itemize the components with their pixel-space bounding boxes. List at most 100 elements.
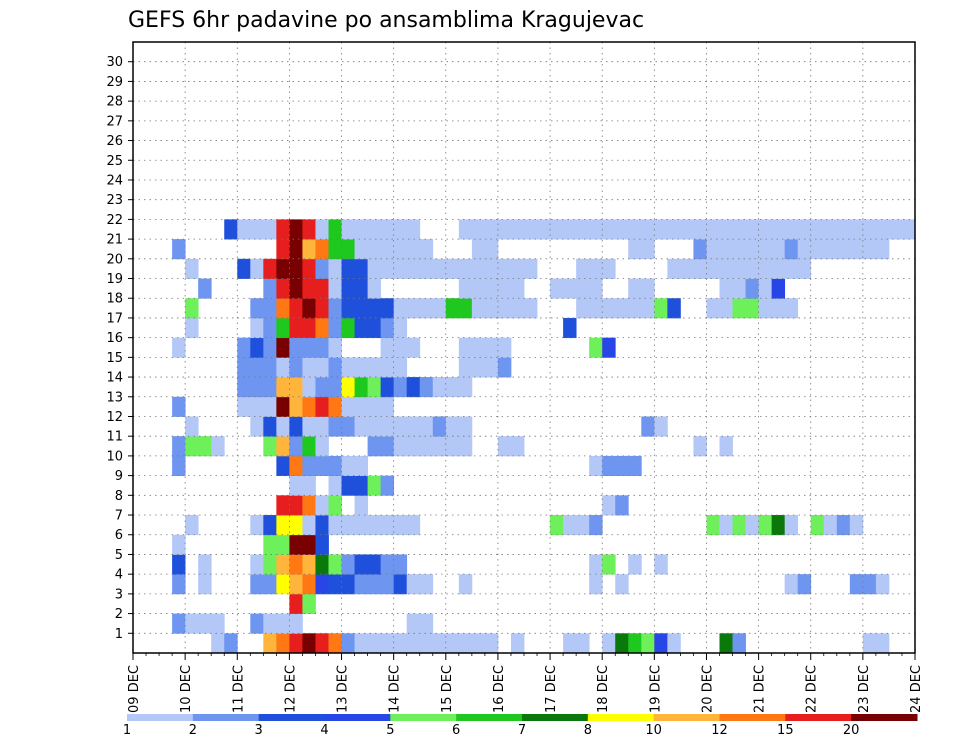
heatmap-cell	[328, 475, 342, 496]
heatmap-cell	[172, 554, 186, 575]
heatmap-cell	[289, 337, 303, 358]
heatmap-cell	[341, 377, 355, 398]
heatmap-cell	[289, 475, 303, 496]
heatmap-cell	[289, 239, 303, 260]
heatmap-cell	[302, 554, 316, 575]
heatmap-cell	[263, 574, 277, 595]
heatmap-cell	[484, 278, 499, 299]
legend-label: 12	[711, 723, 728, 738]
heatmap-cell	[172, 574, 186, 595]
heatmap-cell	[380, 377, 395, 398]
heatmap-cell	[276, 377, 290, 398]
heatmap-cell	[289, 574, 303, 595]
heatmap-cell	[341, 219, 355, 240]
heatmap-cell	[302, 396, 316, 417]
heatmap-cell	[315, 416, 329, 437]
heatmap-cell	[302, 298, 316, 319]
heatmap-cell	[589, 219, 603, 240]
heatmap-cell	[276, 515, 290, 536]
legend: 1 2 3 4 5 6 7 8 10 12 15 20	[123, 714, 918, 738]
heatmap-cell	[250, 377, 264, 398]
heatmap-cell	[732, 633, 746, 654]
heatmap-cell	[224, 633, 238, 654]
heatmap-cell	[771, 515, 786, 536]
heatmap-cell	[315, 574, 329, 595]
heatmap-cell	[276, 574, 290, 595]
heatmap-cell	[198, 574, 212, 595]
heatmap-cell	[302, 239, 316, 260]
heatmap-cell	[432, 377, 447, 398]
heatmap-cell	[537, 219, 551, 240]
heatmap-cell	[328, 357, 342, 378]
heatmap-cell	[354, 278, 368, 299]
y-tick-label: 1	[115, 627, 123, 642]
heatmap-cell	[185, 515, 199, 536]
heatmap-cell	[367, 574, 382, 595]
heatmap-cell	[797, 574, 812, 595]
y-axis: 1234567891011121314151617181920212223242…	[106, 55, 133, 642]
heatmap-cell	[406, 239, 421, 260]
heatmap-cell	[445, 298, 460, 319]
heatmap-cell	[849, 239, 864, 260]
heatmap-cell	[471, 298, 486, 319]
y-tick-label: 23	[106, 193, 123, 208]
heatmap-cell	[510, 298, 525, 319]
heatmap-cell	[458, 337, 473, 358]
heatmap-cell	[471, 219, 486, 240]
heatmap-cell	[328, 396, 342, 417]
heatmap-cell	[380, 357, 395, 378]
heatmap-cell	[263, 633, 277, 654]
y-tick-label: 11	[106, 430, 123, 445]
heatmap-cell	[367, 278, 382, 299]
heatmap-cell	[315, 219, 329, 240]
heatmap-cell	[341, 258, 355, 279]
heatmap-cell	[732, 219, 746, 240]
heatmap-cell	[458, 377, 473, 398]
heatmap-cell	[250, 613, 264, 634]
heatmap-cell	[380, 475, 395, 496]
heatmap-cell	[341, 396, 355, 417]
heatmap-cell	[732, 298, 746, 319]
heatmap-cell	[276, 357, 290, 378]
heatmap-cell	[328, 239, 342, 260]
heatmap-cell	[901, 219, 916, 240]
heatmap-cell	[276, 613, 290, 634]
heatmap-cell	[250, 515, 264, 536]
heatmap-cell	[198, 613, 212, 634]
heatmap-cell	[419, 258, 434, 279]
heatmap-cell	[328, 317, 342, 339]
heatmap-cell	[615, 633, 629, 654]
heatmap-cell	[380, 554, 395, 575]
heatmap-cell	[445, 258, 460, 279]
heatmap-cell	[693, 239, 707, 260]
heatmap-cell	[497, 278, 512, 299]
heatmap-cell	[263, 534, 277, 555]
heatmap-cell	[432, 298, 447, 319]
heatmap-cell	[628, 239, 642, 260]
heatmap-cell	[393, 554, 408, 575]
heatmap-cell	[289, 554, 303, 575]
heatmap-cell	[263, 396, 277, 417]
heatmap-cell	[497, 219, 512, 240]
heatmap-cell	[250, 337, 264, 358]
heatmap-cell	[458, 633, 473, 654]
heatmap-cell	[576, 298, 590, 319]
heatmap-cell	[289, 219, 303, 240]
heatmap-cell	[719, 278, 733, 299]
heatmap-cell	[888, 219, 903, 240]
heatmap-cell	[471, 337, 486, 358]
legend-swatch	[192, 714, 260, 721]
heatmap-cell	[654, 416, 668, 437]
heatmap-cell	[393, 416, 408, 437]
y-tick-label: 28	[106, 95, 123, 110]
heatmap-cell	[263, 258, 277, 279]
heatmap-cell	[302, 475, 316, 496]
heatmap-cell	[393, 337, 408, 358]
heatmap-cell	[732, 239, 746, 260]
heatmap-cell	[341, 554, 355, 575]
heatmap-cell	[719, 239, 733, 260]
heatmap-cell	[875, 633, 890, 654]
heatmap-cell	[354, 219, 368, 240]
heatmap-cell	[302, 633, 316, 654]
